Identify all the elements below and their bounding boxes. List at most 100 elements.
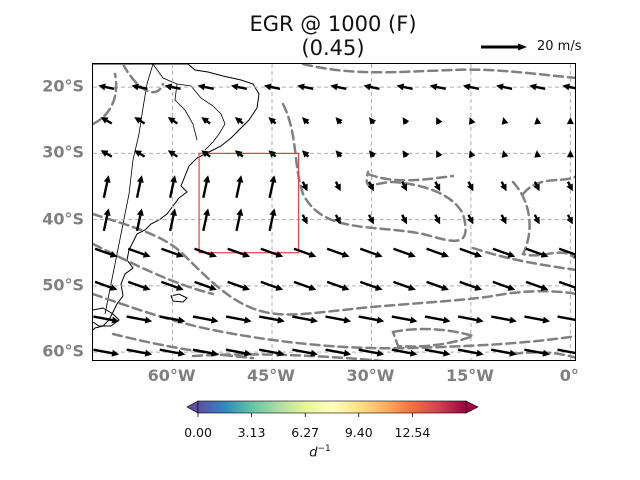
contour-line <box>366 172 455 182</box>
wind-arrow <box>492 247 516 258</box>
contour-line <box>111 332 255 360</box>
wind-arrow <box>500 214 507 225</box>
wind-arrow <box>234 117 244 125</box>
wind-arrow <box>93 348 120 357</box>
wind-arrow <box>566 214 573 225</box>
wind-arrow <box>127 247 151 258</box>
wind-arrow <box>359 280 383 291</box>
wind-arrow <box>424 315 451 324</box>
wind-arrow <box>557 348 575 355</box>
wind-arrow <box>501 117 509 125</box>
wind-arrow <box>268 117 277 125</box>
wind-arrow <box>235 175 244 198</box>
colorbar-extend-max <box>465 400 479 414</box>
contour-line <box>521 175 575 196</box>
wind-arrow <box>496 83 513 91</box>
wind-arrow <box>391 348 418 357</box>
wind-arrow <box>102 175 111 198</box>
wind-arrow <box>369 117 377 125</box>
wind-arrow <box>268 175 277 198</box>
wind-arrow <box>393 247 416 258</box>
unit-exponent: −1 <box>317 444 331 454</box>
wind-arrow <box>301 117 310 125</box>
wind-arrow <box>192 315 219 324</box>
contour-line <box>301 64 575 80</box>
lon-tick-label: 30°W <box>346 366 395 385</box>
wind-arrow <box>258 315 285 324</box>
falkland-islands <box>170 293 188 303</box>
wind-arrow <box>202 208 211 232</box>
wind-arrow <box>426 280 449 291</box>
wind-arrow <box>402 117 410 125</box>
coastlines <box>93 64 260 331</box>
colorbar-unit-label: d−1 <box>309 444 331 460</box>
wind-arrow <box>367 181 374 192</box>
title-line-2: (0.45) <box>301 36 365 60</box>
wind-arrow <box>98 83 115 91</box>
wind-arrow <box>491 315 517 324</box>
wind-arrow <box>500 181 507 192</box>
wind-arrow <box>227 247 251 258</box>
lon-tick-label: 45°W <box>247 366 295 385</box>
lat-tick-label: 20°S <box>42 76 84 96</box>
wind-arrow <box>492 280 516 291</box>
wind-arrow <box>369 150 377 158</box>
wind-arrow <box>164 83 181 91</box>
wind-arrow <box>102 208 111 232</box>
contour-line <box>93 242 215 296</box>
wind-arrow <box>325 348 352 357</box>
wind-arrow <box>433 181 441 192</box>
wind-arrow <box>393 280 416 291</box>
contour-line <box>471 246 575 271</box>
wind-arrow <box>566 117 574 125</box>
wind-arrow <box>367 214 374 225</box>
wind-arrow <box>525 247 549 258</box>
colorbar-body <box>197 400 467 414</box>
wind-arrow <box>160 280 184 291</box>
wind-arrow <box>159 348 186 357</box>
lon-tick-label: 0° <box>559 366 579 385</box>
wind-arrow <box>131 83 148 91</box>
wind-arrow <box>491 348 517 357</box>
region-box <box>198 152 300 254</box>
wind-arrow <box>100 117 113 125</box>
wind-arrow <box>562 83 575 91</box>
contour-line <box>93 212 575 316</box>
wind-arrow <box>396 83 413 91</box>
wind-arrow <box>297 83 314 91</box>
map-panel <box>92 63 576 361</box>
contour-line <box>191 353 386 360</box>
wind-arrow <box>533 181 540 192</box>
wind-arrow <box>258 348 285 357</box>
wind-arrow <box>566 150 574 158</box>
contour-line <box>511 180 575 260</box>
wind-arrow <box>134 117 146 125</box>
border-lines <box>104 64 226 315</box>
wind-arrow <box>429 83 447 91</box>
wind-arrow <box>194 247 217 258</box>
wind-arrow <box>359 247 383 258</box>
lat-tick-label: 30°S <box>42 142 84 162</box>
wind-arrow <box>334 214 341 225</box>
tierra-del-fuego <box>93 307 120 327</box>
wind-arrow <box>293 280 317 291</box>
wind-arrow <box>529 83 546 91</box>
wind-arrow <box>135 175 144 198</box>
wind-arrow <box>433 214 441 225</box>
wind-arrow <box>524 348 551 357</box>
wind-arrow <box>293 247 317 258</box>
wind-arrow <box>167 150 179 158</box>
wind-arrow <box>325 315 352 324</box>
wind-arrow <box>468 150 476 158</box>
wind-arrow <box>202 175 211 198</box>
wind-arrow <box>93 315 120 324</box>
contour-line <box>281 102 467 243</box>
wind-arrow <box>558 247 575 258</box>
colorbar-extend-min <box>186 400 199 414</box>
wind-arrow <box>457 348 484 357</box>
contour-line <box>391 327 477 348</box>
wind-arrow <box>326 280 350 291</box>
wind-arrow <box>227 280 251 291</box>
wind-arrow <box>301 181 308 192</box>
colorbar-tick-label: 9.40 <box>344 425 373 440</box>
